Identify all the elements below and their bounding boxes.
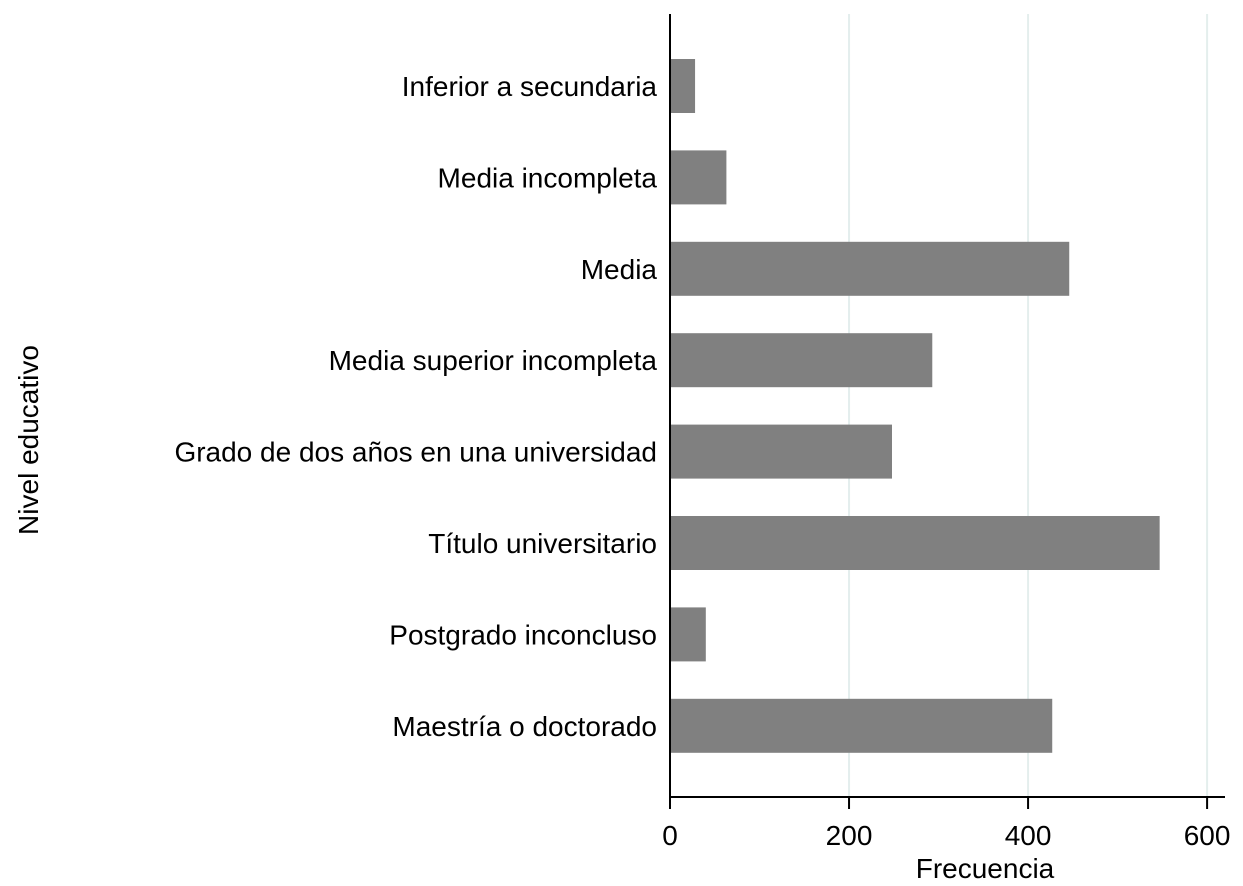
y-tick-label: Media superior incompleta: [329, 345, 658, 376]
x-tick-label: 200: [826, 820, 873, 851]
y-tick-label: Postgrado inconcluso: [389, 619, 657, 650]
y-tick-label: Media: [581, 254, 658, 285]
x-tick-label: 600: [1184, 820, 1231, 851]
y-tick-label: Media incompleta: [438, 162, 658, 193]
bar: [670, 607, 706, 662]
y-tick-label: Título universitario: [428, 528, 657, 559]
bar: [670, 698, 1053, 753]
bar: [670, 241, 1070, 296]
x-axis-label: Frecuencia: [916, 853, 1055, 884]
x-tick-label: 0: [662, 820, 678, 851]
bar: [670, 59, 696, 113]
y-tick-label: Inferior a secundaria: [402, 71, 658, 102]
x-tick-label: 400: [1005, 820, 1052, 851]
y-tick-label: Maestría o doctorado: [392, 711, 657, 742]
y-tick-label: Grado de dos años en una universidad: [174, 437, 657, 468]
bar: [670, 424, 892, 479]
bar: [670, 333, 933, 388]
y-axis-label: Nivel educativo: [13, 345, 44, 535]
bar: [670, 516, 1160, 570]
bar: [670, 150, 727, 205]
